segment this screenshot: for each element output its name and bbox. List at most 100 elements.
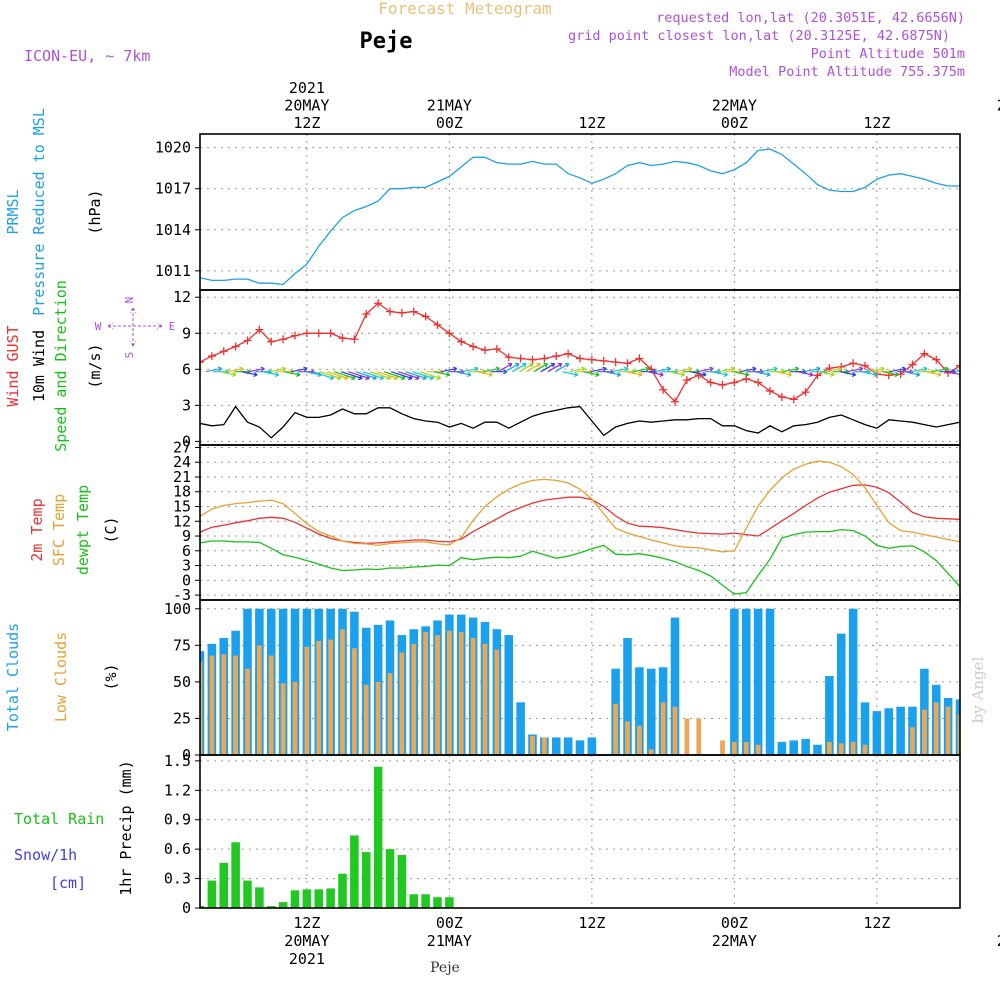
time-label-bottom: 12Z bbox=[863, 914, 890, 932]
bar-total-rain bbox=[231, 842, 240, 908]
bar-total-clouds bbox=[813, 744, 822, 755]
time-axis: 202120MAY12Z21MAY00Z12Z22MAY00Z12Z23MAY0… bbox=[284, 79, 1000, 968]
y-tick-label: 12 bbox=[173, 512, 191, 530]
bar-low-clouds bbox=[375, 681, 381, 755]
time-label-top: 23MAY bbox=[997, 97, 1000, 115]
wind-direction-arrow bbox=[262, 371, 280, 377]
wind-direction-arrow bbox=[825, 366, 842, 373]
gust-marker bbox=[552, 352, 561, 361]
gust-marker bbox=[564, 349, 573, 358]
wind-direction-arrow bbox=[569, 366, 586, 373]
bar-total-clouds bbox=[646, 668, 656, 755]
y-tick-label: -3 bbox=[173, 586, 191, 604]
bar-low-clouds bbox=[340, 629, 345, 755]
wind-direction-arrow bbox=[761, 366, 778, 373]
gust-marker bbox=[576, 354, 584, 363]
wind-direction-arrow bbox=[526, 362, 541, 373]
wind-direction-arrow bbox=[554, 362, 570, 373]
y-axis-label: 1hr Precip (mm) bbox=[117, 760, 135, 895]
time-label-top: 00Z bbox=[436, 114, 463, 132]
wind-direction-arrow bbox=[668, 371, 686, 377]
y-axis-label: (C) bbox=[102, 516, 120, 543]
gust-marker bbox=[207, 352, 216, 361]
y-tick-label: 0 bbox=[182, 746, 191, 764]
gust-marker bbox=[421, 312, 430, 321]
wind-direction-arrow bbox=[284, 371, 301, 377]
wind-direction-arrow bbox=[711, 371, 728, 377]
gust-marker bbox=[730, 378, 739, 387]
gust-marker bbox=[623, 359, 632, 368]
footer-location: Peje bbox=[430, 960, 460, 976]
bar-low-clouds bbox=[981, 720, 986, 755]
time-label-bottom: 20MAY bbox=[284, 932, 329, 950]
panel-frame bbox=[199, 133, 961, 291]
y-axis-label: 10m Wind bbox=[30, 330, 48, 402]
grid-point-coordinates: grid point closest lon,lat (20.3125E, 42… bbox=[568, 28, 950, 44]
gust-marker bbox=[219, 347, 228, 356]
bar-total-clouds bbox=[991, 631, 1000, 755]
bar-low-clouds bbox=[625, 721, 630, 755]
bar-low-clouds bbox=[435, 635, 440, 755]
y-tick-label: 9 bbox=[182, 324, 191, 342]
y-axis-label: Pressure Reduced to MSL bbox=[30, 108, 48, 316]
bar-total-clouds bbox=[278, 608, 288, 755]
bar-low-clouds bbox=[399, 652, 405, 755]
y-tick-label: 24 bbox=[173, 453, 191, 471]
panel-pressure: 1011 1014 1017 1020 PRMSL Pressure Reduced to… bbox=[4, 108, 961, 316]
bar-low-clouds bbox=[648, 749, 654, 755]
wind-direction-arrow bbox=[220, 371, 237, 377]
wind-direction-arrow bbox=[291, 366, 308, 373]
time-label-bottom: 22MAY bbox=[712, 932, 757, 950]
bar-total-rain bbox=[373, 766, 383, 908]
bar-total-clouds bbox=[587, 737, 597, 755]
y-axis-label: Low Clouds bbox=[52, 632, 70, 722]
wind-direction-arrow bbox=[647, 371, 664, 377]
bar-total-clouds bbox=[765, 608, 775, 755]
wind-direction-arrow bbox=[562, 371, 579, 377]
gust-marker bbox=[231, 342, 240, 351]
bar-low-clouds bbox=[732, 741, 737, 755]
line-wind-gust bbox=[200, 302, 960, 403]
wind-direction-arrow bbox=[733, 371, 750, 377]
bar-low-clouds bbox=[268, 655, 274, 755]
bar-total-rain bbox=[278, 902, 288, 908]
wind-direction-arrow bbox=[718, 366, 736, 373]
bar-total-clouds bbox=[836, 633, 846, 755]
time-label-top: 12Z bbox=[863, 114, 890, 132]
bar-total-clouds bbox=[623, 638, 632, 755]
bar-low-clouds bbox=[660, 702, 666, 755]
bar-total-rain bbox=[409, 894, 419, 908]
gust-marker bbox=[801, 388, 810, 397]
bar-low-clouds bbox=[838, 743, 844, 755]
gust-marker bbox=[599, 356, 608, 365]
wind-direction-arrow bbox=[519, 362, 534, 373]
gust-marker bbox=[326, 329, 335, 338]
wind-direction-arrow bbox=[419, 371, 442, 381]
time-label-bottom: 23MAY bbox=[997, 932, 1000, 950]
bar-low-clouds bbox=[233, 655, 238, 755]
gust-marker bbox=[302, 329, 311, 338]
precip-legend-label: Snow/1h bbox=[14, 846, 77, 864]
y-axis-label: 2m Temp bbox=[28, 498, 46, 561]
gust-marker bbox=[279, 335, 288, 344]
wind-direction-arrow bbox=[540, 362, 556, 373]
wind-direction-arrow bbox=[611, 366, 629, 373]
gust-marker bbox=[540, 354, 549, 363]
y-tick-label: 6 bbox=[182, 542, 191, 560]
y-tick-label: 6 bbox=[182, 360, 191, 378]
bar-total-clouds bbox=[860, 702, 870, 755]
time-label-bottom: 12Z bbox=[293, 914, 320, 932]
bar-low-clouds bbox=[613, 703, 618, 755]
bar-total-clouds bbox=[896, 706, 905, 755]
bar-low-clouds bbox=[200, 661, 203, 755]
gust-marker bbox=[433, 320, 442, 329]
bar-low-clouds bbox=[945, 706, 951, 755]
panel-wind: 0 3 6 9 12 Wind GUST 10m Wind Speed and Directi… bbox=[4, 280, 1000, 452]
line-dewpt-temp bbox=[200, 528, 960, 595]
gust-marker bbox=[671, 397, 679, 406]
y-axis-label: dewpt Temp bbox=[74, 485, 92, 575]
gust-marker bbox=[481, 346, 489, 355]
y-axis-label: PRMSL bbox=[4, 189, 22, 234]
panel-frame bbox=[199, 444, 961, 601]
gust-marker bbox=[992, 369, 1000, 377]
